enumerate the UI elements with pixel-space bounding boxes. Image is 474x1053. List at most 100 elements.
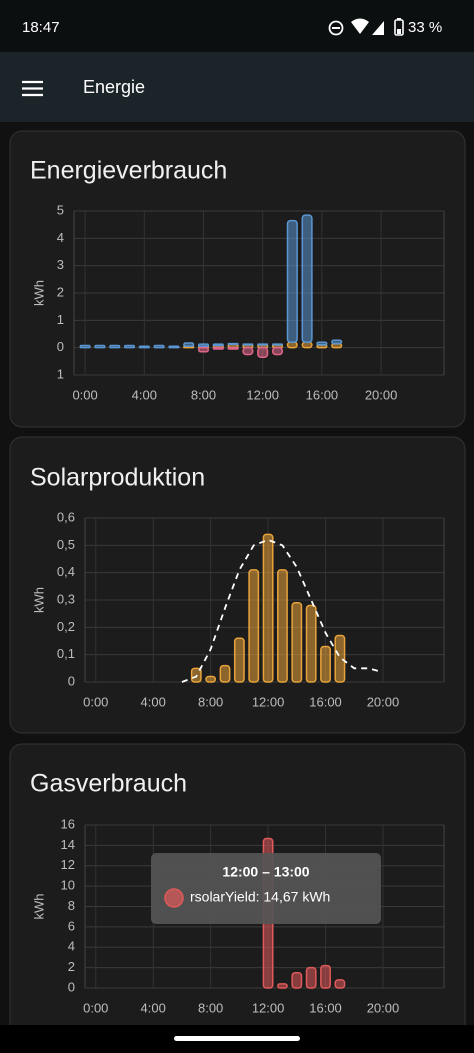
chart-title: Solarproduktion <box>30 464 205 492</box>
home-indicator[interactable] <box>174 1036 300 1041</box>
y-tick-label: 16 <box>61 816 75 831</box>
x-tick-label: 8:00 <box>198 1000 223 1015</box>
bar <box>212 346 224 350</box>
bar <box>286 341 298 349</box>
bar <box>242 346 254 356</box>
bar <box>205 675 217 683</box>
x-tick-label: 4:00 <box>141 694 166 709</box>
bar <box>197 346 210 353</box>
bar <box>277 983 288 989</box>
x-tick-label: 12:00 <box>252 694 285 709</box>
bar <box>291 971 303 989</box>
x-tick-label: 16:00 <box>306 387 339 402</box>
x-tick-label: 8:00 <box>198 694 223 709</box>
x-tick-label: 8:00 <box>191 387 216 402</box>
app-title: Energie <box>83 77 145 97</box>
x-tick-label: 16:00 <box>309 694 342 709</box>
x-tick-label: 0:00 <box>72 387 97 402</box>
tooltip-title: 12:00 – 13:00 <box>222 864 309 880</box>
y-axis-label: kWh <box>31 280 46 306</box>
y-tick-label: 0,2 <box>57 619 75 634</box>
y-tick-label: 8 <box>68 898 75 913</box>
y-tick-label: 0 <box>68 673 75 688</box>
bar <box>291 601 303 683</box>
bar <box>242 343 254 346</box>
y-tick-label: 0,1 <box>57 646 75 661</box>
y-tick-label: 0 <box>68 979 75 994</box>
bar <box>94 344 106 349</box>
bar <box>227 342 239 346</box>
x-tick-label: 4:00 <box>141 1000 166 1015</box>
bar <box>219 664 231 683</box>
y-tick-label: 0,4 <box>57 564 75 579</box>
bar <box>123 344 136 349</box>
y-tick-label: 4 <box>68 939 75 954</box>
y-tick-label: 6 <box>68 918 75 933</box>
bar <box>331 339 343 345</box>
bar <box>168 345 180 349</box>
bar <box>79 344 91 349</box>
tooltip-text: rsolarYield: 14,67 kWh <box>190 889 330 905</box>
bar <box>305 966 317 989</box>
bar <box>271 343 284 346</box>
y-tick-label: 14 <box>61 837 75 852</box>
x-tick-label: 20:00 <box>365 387 398 402</box>
chart: Solarproduktion kWh 0 0,1 0,2 0,3 0,4 0,5 0,6 0:0… <box>30 464 445 709</box>
line <box>181 538 379 683</box>
bar <box>320 645 331 683</box>
bar <box>248 569 260 683</box>
bar <box>227 346 239 350</box>
bar <box>271 346 284 356</box>
bar <box>301 214 313 343</box>
y-tick-label: 12 <box>61 857 75 872</box>
x-tick-label: 20:00 <box>367 1000 400 1015</box>
bar <box>138 345 150 349</box>
x-tick-label: 0:00 <box>83 1000 108 1015</box>
bar <box>257 343 269 346</box>
y-tick-label: 2 <box>68 959 75 974</box>
y-tick-label: 0 <box>57 339 64 354</box>
card <box>9 436 466 734</box>
bar <box>305 604 317 683</box>
bar <box>320 964 331 989</box>
battery-level: 33 % <box>408 19 442 36</box>
bar <box>316 341 328 346</box>
y-tick-label: 1 <box>57 312 64 327</box>
bar <box>334 979 346 989</box>
x-tick-label: 0:00 <box>83 694 108 709</box>
bar <box>277 569 288 683</box>
bar <box>286 219 298 343</box>
chart: Energieverbrauch kWh 1 0 1 2 3 4 5 0:00 4:00 8:00 12… <box>30 157 445 402</box>
bar <box>153 344 165 349</box>
x-tick-label: 20:00 <box>367 694 400 709</box>
menu-button[interactable] <box>22 80 43 97</box>
app-bar <box>0 52 474 122</box>
bar <box>197 343 210 348</box>
bar <box>212 343 224 347</box>
bar <box>183 342 195 348</box>
y-tick-label: 0,3 <box>57 591 75 606</box>
bar <box>233 637 245 683</box>
chart-title: Energieverbrauch <box>30 157 227 185</box>
y-tick-label: 2 <box>57 284 64 299</box>
bar <box>334 634 346 683</box>
tooltip-box <box>151 853 381 924</box>
y-tick-label: 10 <box>61 878 75 893</box>
y-tick-label: 0,5 <box>57 537 75 552</box>
bar <box>109 344 121 349</box>
bar <box>301 341 313 349</box>
chart-title: Gasverbrauch <box>30 770 187 798</box>
y-axis-label: kWh <box>31 587 46 613</box>
tooltip: 12:00 – 13:00 rsolarYield: 14,67 kWh <box>151 853 381 924</box>
bar <box>257 346 269 358</box>
y-tick-label: 1 <box>57 366 64 381</box>
x-tick-label: 4:00 <box>132 387 157 402</box>
y-axis-label: kWh <box>31 894 46 920</box>
tooltip-swatch <box>164 888 184 908</box>
y-tick-label: 3 <box>57 257 64 272</box>
y-tick-label: 4 <box>57 230 64 245</box>
chart: Gasverbrauch kWh 0 2 4 6 8 10 12 14 16 0:00 4:00 8:00… <box>30 770 445 1015</box>
bar <box>262 533 274 683</box>
